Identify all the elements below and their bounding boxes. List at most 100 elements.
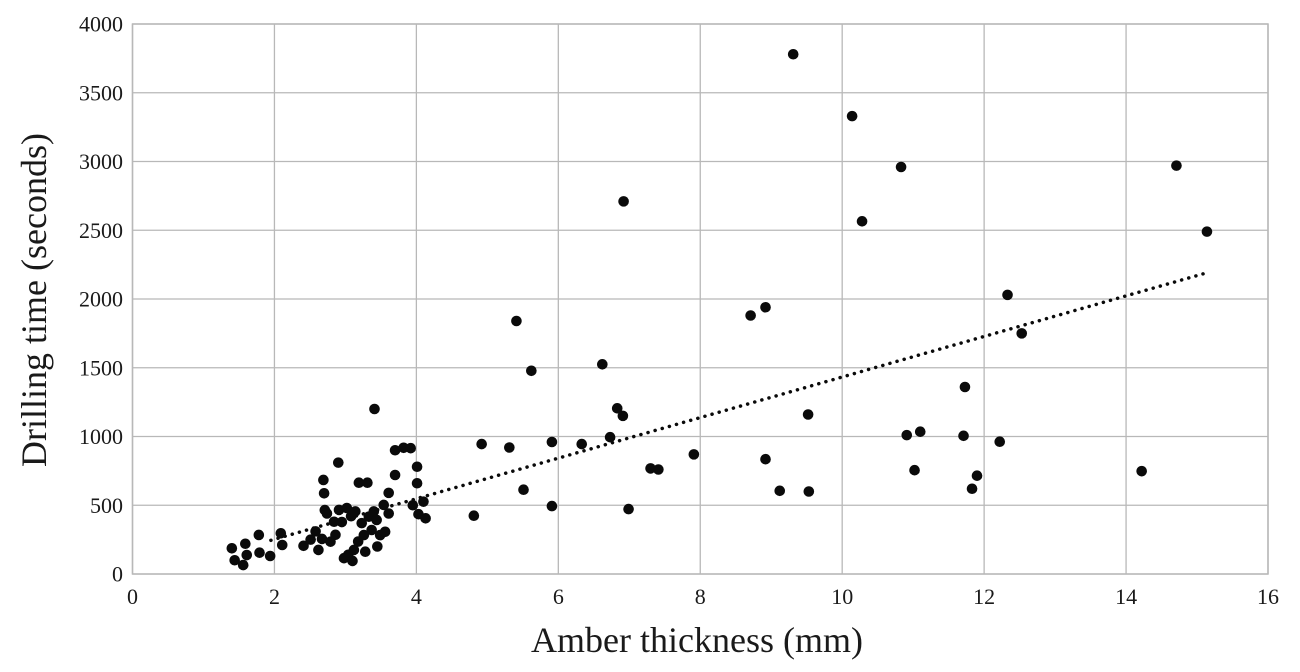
- trendline: [269, 271, 1206, 543]
- data-point: [336, 516, 348, 528]
- data-point: [276, 539, 288, 551]
- data-point: [856, 216, 868, 227]
- data-point: [378, 499, 390, 511]
- data-point: [347, 555, 358, 567]
- data-point: [623, 503, 634, 515]
- data-point: [1171, 160, 1182, 171]
- data-point: [760, 453, 771, 465]
- data-point: [1002, 289, 1013, 301]
- data-point: [576, 438, 588, 450]
- data-point: [645, 463, 656, 474]
- data-point: [298, 540, 309, 552]
- data-point: [333, 457, 344, 468]
- gridlines: [131, 23, 1269, 575]
- y-tick-label: 3000: [79, 149, 123, 174]
- data-point: [1136, 465, 1147, 477]
- x-tick-label: 0: [127, 584, 138, 609]
- data-point: [310, 526, 321, 537]
- data-points: [226, 48, 1213, 571]
- data-point: [321, 508, 333, 519]
- data-point: [318, 487, 330, 499]
- data-point: [358, 529, 370, 541]
- data-point: [618, 196, 629, 207]
- data-point: [688, 449, 700, 460]
- x-tick-label: 6: [553, 584, 564, 609]
- data-point: [1016, 328, 1028, 339]
- data-point: [959, 381, 971, 393]
- y-tick-label: 500: [90, 493, 123, 518]
- data-point: [420, 513, 431, 524]
- y-tick-label: 1500: [79, 355, 123, 380]
- data-point: [237, 559, 249, 571]
- data-point: [356, 517, 368, 529]
- y-tick-label: 2500: [79, 218, 123, 243]
- data-point: [411, 477, 423, 489]
- y-tick-label: 0: [112, 562, 123, 587]
- data-point: [909, 464, 920, 476]
- data-point: [518, 484, 529, 496]
- data-point: [914, 426, 926, 437]
- data-point: [901, 429, 913, 441]
- y-tick-label: 3500: [79, 80, 123, 105]
- data-point: [895, 161, 907, 173]
- data-point: [368, 506, 380, 517]
- x-tick-label: 14: [1115, 584, 1137, 609]
- data-point: [611, 403, 623, 414]
- data-point: [328, 516, 340, 528]
- data-point: [966, 483, 978, 495]
- data-point: [241, 549, 253, 561]
- data-point: [546, 436, 558, 448]
- data-point: [341, 502, 353, 514]
- data-point: [407, 499, 419, 511]
- data-point: [379, 526, 391, 538]
- data-point: [372, 541, 383, 552]
- data-point: [787, 48, 799, 60]
- data-point: [369, 403, 380, 415]
- data-point: [958, 430, 969, 442]
- x-axis-title: Amber thickness (mm): [531, 620, 863, 660]
- data-point: [526, 365, 537, 377]
- data-point: [253, 529, 265, 541]
- data-point: [264, 550, 276, 562]
- data-point: [359, 546, 371, 558]
- data-point: [330, 529, 341, 541]
- x-tick-label: 12: [973, 584, 995, 609]
- data-point: [405, 442, 416, 454]
- y-tick-label: 2000: [79, 287, 123, 312]
- data-point: [350, 506, 361, 517]
- data-point: [468, 510, 480, 521]
- data-point: [802, 409, 814, 420]
- data-point: [254, 547, 265, 558]
- data-point: [994, 436, 1006, 448]
- data-point: [240, 538, 251, 550]
- data-point: [353, 477, 365, 489]
- data-point: [362, 477, 373, 489]
- y-axis-title: Drilling time (seconds): [14, 133, 54, 467]
- data-point: [604, 431, 616, 443]
- data-point: [366, 524, 377, 536]
- data-point: [383, 487, 394, 499]
- data-point: [846, 110, 858, 122]
- data-point: [803, 486, 815, 497]
- x-tick-label: 8: [695, 584, 706, 609]
- data-point: [760, 301, 771, 313]
- data-point: [275, 528, 287, 539]
- data-point: [411, 461, 423, 473]
- y-tick-label: 1000: [79, 424, 123, 449]
- data-point: [1201, 226, 1213, 237]
- data-point: [597, 359, 608, 370]
- data-point: [971, 470, 983, 481]
- data-point: [745, 310, 756, 321]
- x-tick-label: 10: [831, 584, 853, 609]
- data-point: [389, 444, 401, 456]
- data-point: [418, 496, 429, 507]
- data-point: [371, 514, 382, 526]
- data-point: [546, 500, 558, 512]
- data-point: [305, 534, 316, 545]
- plot-border: [131, 23, 1269, 575]
- x-tick-label: 16: [1257, 584, 1279, 609]
- data-point: [383, 508, 394, 519]
- data-point: [229, 554, 240, 566]
